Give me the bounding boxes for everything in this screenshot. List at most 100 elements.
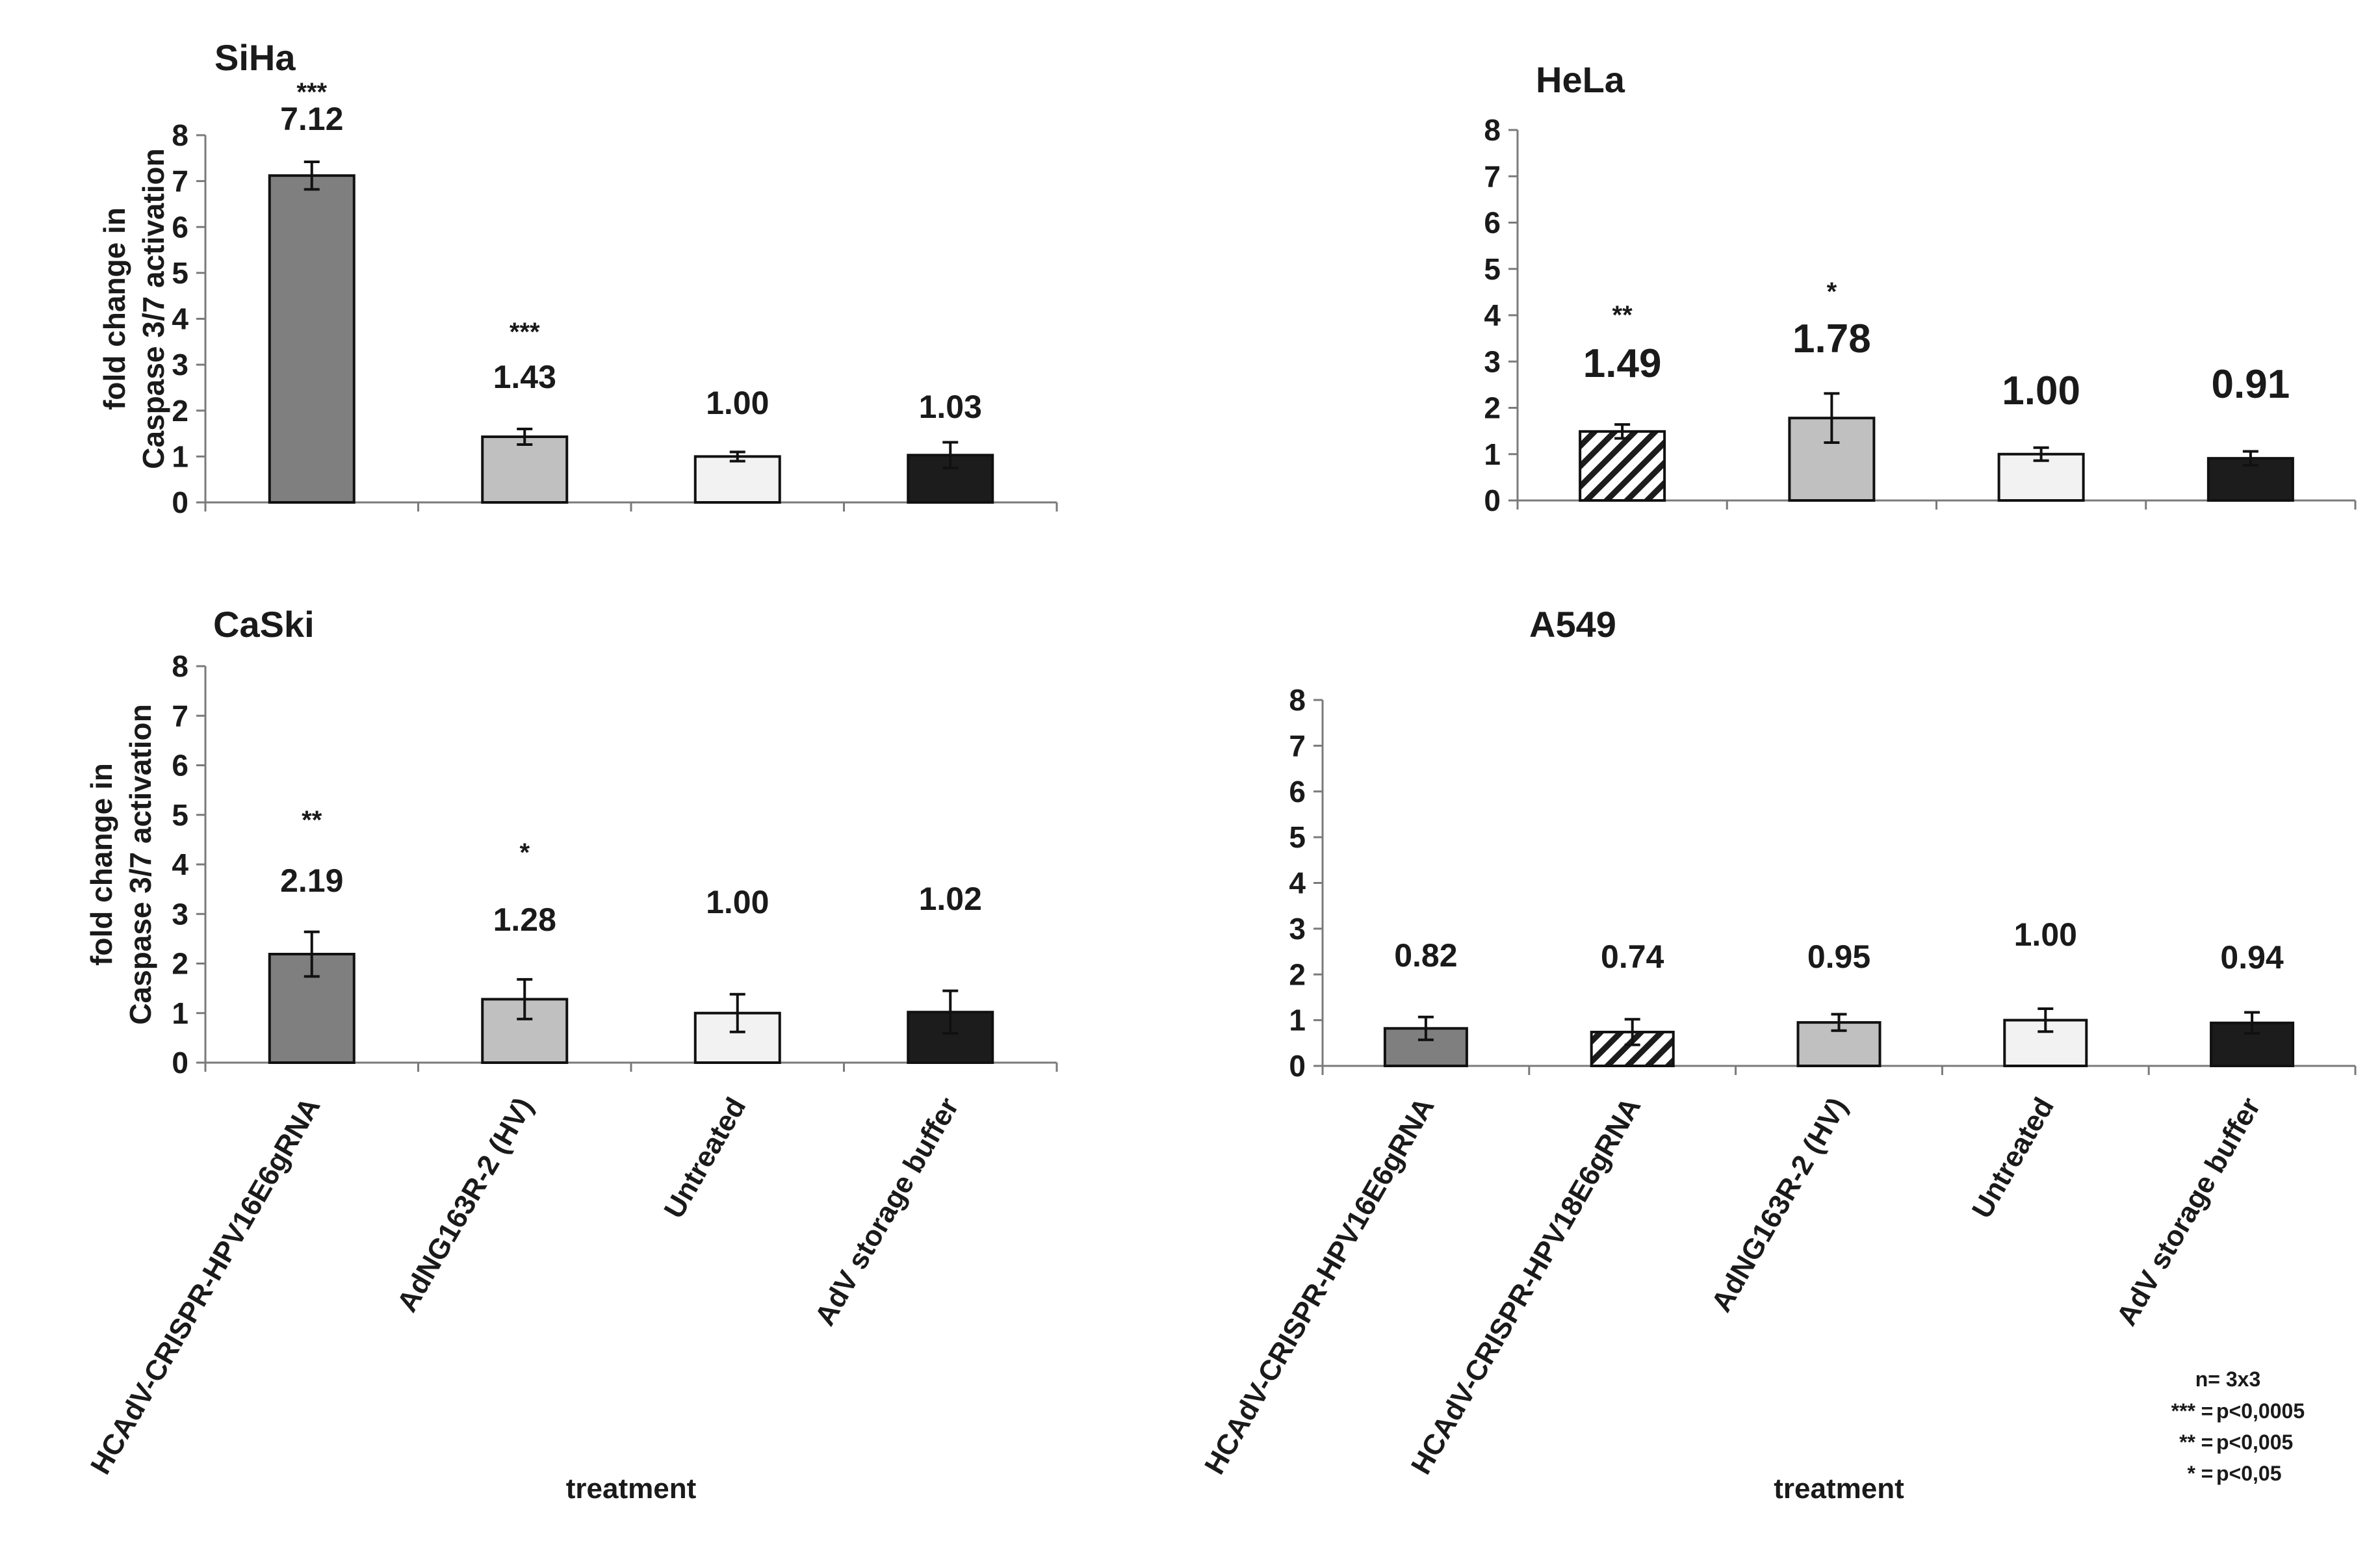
data-label: 1.00 [706, 385, 769, 421]
y-tick-label: 0 [1289, 1049, 1306, 1083]
bar [693, 455, 781, 504]
bar [268, 174, 356, 504]
y-tick-label: 2 [1484, 391, 1501, 425]
data-label: 1.78 [1792, 317, 1871, 361]
significance-stars: * [1827, 278, 1837, 306]
y-tick-label: 7 [1289, 729, 1306, 762]
data-label: 1.03 [919, 389, 982, 425]
data-label: 0.82 [1394, 937, 1457, 974]
y-tick-label: 6 [172, 749, 188, 783]
data-label: 7.12 [280, 101, 343, 137]
legend-equals: = [2201, 1399, 2214, 1423]
category-label: HCAdV-CRISPR-HPV16E6gRNA [84, 1093, 326, 1480]
y-tick-label: 8 [1289, 683, 1306, 717]
legend-stars: *** [2171, 1399, 2196, 1423]
y-tick-label: 4 [172, 848, 188, 881]
y-axis-label: fold change in [84, 763, 118, 966]
y-axis-label: fold change in [97, 207, 131, 410]
data-label: 2.19 [280, 862, 343, 899]
y-tick-label: 1 [1289, 1004, 1306, 1037]
category-label: Untreated [658, 1093, 752, 1224]
significance-stars: * [519, 838, 530, 867]
bar [481, 435, 569, 504]
chart-panel-siha: SiHa 0 1 2 3 4 5 6 7 8 fold change in Caspase 3/7 a… [97, 37, 1058, 519]
chart-title: HeLa [1536, 59, 1625, 100]
x-axis-label: treatment [566, 1473, 697, 1505]
y-tick-label: 6 [1484, 206, 1501, 240]
y-tick-label: 0 [1484, 484, 1501, 517]
y-tick-label: 0 [172, 486, 188, 519]
category-label: AdV storage buffer [2110, 1093, 2266, 1331]
data-label: 1.28 [493, 901, 556, 938]
chart-panel-hela: HeLa 0 1 2 3 4 5 6 7 8 1.49 ** 1.78 * 1.00 0.91 [1484, 59, 2357, 517]
category-label: AdNG163R-2 (HV) [1705, 1093, 1854, 1317]
significance-stars: *** [296, 78, 327, 107]
chart-title: A549 [1529, 604, 1616, 645]
y-tick-label: 4 [1289, 866, 1306, 900]
legend-pvalue: p<0,05 [2216, 1462, 2282, 1485]
data-label: 1.43 [493, 359, 556, 395]
y-tick-label: 7 [172, 164, 188, 198]
category-label: AdNG163R-2 (HV) [391, 1093, 539, 1317]
category-label: AdV storage buffer [808, 1093, 964, 1331]
x-axis-label: treatment [1774, 1473, 1904, 1505]
y-tick-label: 2 [1289, 957, 1306, 991]
legend-row: *** = p<0,0005 [2171, 1399, 2305, 1423]
legend-row: * = p<0,05 [2188, 1462, 2282, 1485]
data-label: 0.95 [1807, 939, 1870, 975]
y-tick-label: 7 [1484, 159, 1501, 193]
chart-panel-a549: A549 0 1 2 3 4 5 6 7 8 0.82 0.74 0.95 1.00 0.94 HCAdV-C… [1198, 604, 2357, 1505]
data-label: 0.94 [2220, 939, 2284, 976]
legend-stars: ** [2179, 1431, 2195, 1454]
legend-row: ** = p<0,005 [2179, 1431, 2293, 1454]
legend-pvalue: p<0,0005 [2216, 1399, 2305, 1423]
y-tick-label: 6 [1289, 775, 1306, 809]
y-tick-label: 3 [1484, 344, 1501, 378]
data-label: 1.00 [2014, 916, 2077, 953]
legend-equals: = [2201, 1431, 2214, 1454]
data-label: 1.49 [1583, 341, 1662, 386]
y-tick-label: 5 [1484, 252, 1501, 286]
y-tick-label: 3 [172, 348, 188, 382]
data-label: 1.02 [919, 881, 982, 917]
category-label: HCAdV-CRISPR-HPV18E6gRNA [1405, 1093, 1647, 1480]
y-tick-label: 3 [172, 897, 188, 931]
legend-stars: * [2188, 1462, 2196, 1485]
y-tick-label: 4 [1484, 298, 1501, 332]
significance-legend: n= 3x3 *** = p<0,0005 ** = p<0,005 * = p… [2171, 1367, 2305, 1485]
category-label: HCAdV-CRISPR-HPV16E6gRNA [1198, 1093, 1440, 1480]
y-tick-label: 8 [172, 649, 188, 683]
significance-stars: ** [302, 806, 322, 835]
y-tick-label: 8 [172, 118, 188, 152]
chart-panel-caski: CaSki 0 1 2 3 4 5 6 7 8 fold change in Caspase 3/7 … [84, 604, 1058, 1505]
data-label: 0.91 [2212, 362, 2290, 407]
legend-equals: = [2201, 1462, 2214, 1485]
y-tick-label: 2 [172, 947, 188, 981]
significance-stars: ** [1612, 301, 1633, 330]
category-label: Untreated [1966, 1093, 2060, 1224]
y-tick-label: 3 [1289, 912, 1306, 946]
data-label: 1.00 [706, 884, 769, 920]
y-tick-label: 1 [1484, 437, 1501, 471]
y-tick-label: 0 [172, 1046, 188, 1080]
y-axis-label: Caspase 3/7 activation [136, 148, 170, 469]
y-tick-label: 2 [172, 394, 188, 428]
data-label: 1.00 [2002, 369, 2080, 413]
significance-stars: *** [510, 318, 540, 346]
chart-title: SiHa [214, 37, 296, 78]
y-tick-label: 4 [172, 302, 188, 336]
y-tick-label: 8 [1484, 113, 1501, 147]
legend-pvalue: p<0,005 [2216, 1431, 2293, 1454]
y-tick-label: 1 [172, 996, 188, 1030]
y-tick-label: 5 [172, 256, 188, 290]
y-tick-label: 6 [172, 210, 188, 244]
y-tick-label: 7 [172, 699, 188, 732]
y-tick-label: 1 [172, 439, 188, 473]
data-label: 0.74 [1601, 939, 1664, 975]
bar [1579, 430, 1666, 502]
y-tick-label: 5 [1289, 820, 1306, 854]
y-tick-label: 5 [172, 798, 188, 832]
y-axis-label: Caspase 3/7 activation [123, 704, 157, 1024]
legend-n: n= 3x3 [2195, 1367, 2261, 1391]
